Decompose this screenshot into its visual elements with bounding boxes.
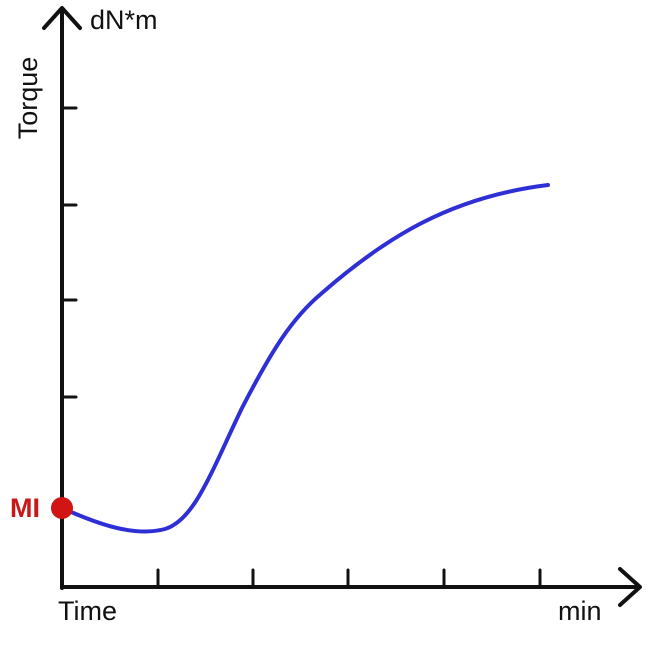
y-ticks: [60, 106, 78, 399]
x-axis-arrow: [618, 567, 642, 607]
x-axis-label: Time: [58, 596, 117, 626]
y-axis-label: Torque: [13, 57, 43, 140]
mi-point: [51, 497, 73, 519]
x-unit: min: [558, 596, 602, 626]
torque-curve: [60, 183, 550, 534]
x-ticks: [156, 568, 542, 589]
y-axis-arrow: [42, 6, 82, 30]
y-unit: dN*m: [90, 5, 158, 35]
axes: [42, 6, 642, 607]
mi-label: MI: [10, 493, 40, 523]
